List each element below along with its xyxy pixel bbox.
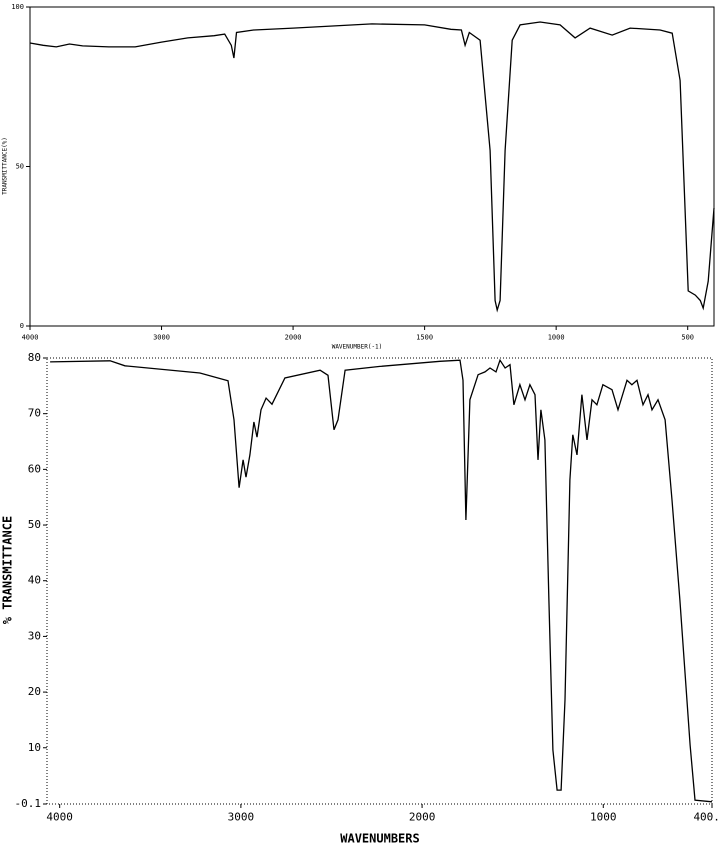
x-tick-label: 2000: [409, 811, 436, 824]
y-tick-label: 50: [28, 518, 41, 531]
y-tick-label: 50: [16, 163, 24, 171]
x-tick-label: 400.0: [693, 811, 719, 824]
y-tick-label: 80: [28, 351, 41, 364]
x-tick-label: 4000: [46, 811, 73, 824]
x-tick-label: 1000: [590, 811, 617, 824]
x-axis-label: WAVENUMBER(-1): [332, 344, 383, 351]
x-tick-label: 3000: [153, 334, 170, 342]
y-axis-label: TRANSMITTANCE(%): [2, 137, 9, 195]
y-tick-label: -0.1: [15, 797, 42, 810]
plot-frame: [46, 357, 713, 805]
y-axis-label: % TRANSMITTANCE: [1, 516, 15, 624]
y-tick-label: 0: [20, 322, 24, 330]
x-axis-label: WAVENUMBERS: [340, 832, 419, 846]
y-tick-label: 20: [28, 685, 41, 698]
spectrum-line: [50, 358, 713, 803]
x-tick-label: 2000: [285, 334, 302, 342]
spectrum-line: [29, 21, 715, 313]
y-tick-label: 60: [28, 462, 41, 475]
x-tick-label: 4000: [22, 334, 39, 342]
x-tick-label: 3000: [228, 811, 255, 824]
x-tick-label: 1500: [416, 334, 433, 342]
y-tick-label: 40: [28, 574, 41, 587]
y-tick-label: 10: [28, 741, 41, 754]
x-tick-label: 1000: [548, 334, 565, 342]
plot-frame: [29, 6, 715, 327]
x-tick-label: 500: [681, 334, 694, 342]
y-tick-label: 30: [28, 629, 41, 642]
y-tick-label: 70: [28, 407, 41, 420]
y-tick-label: 100: [11, 3, 24, 11]
